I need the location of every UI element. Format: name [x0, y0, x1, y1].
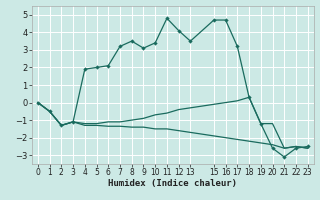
X-axis label: Humidex (Indice chaleur): Humidex (Indice chaleur)	[108, 179, 237, 188]
